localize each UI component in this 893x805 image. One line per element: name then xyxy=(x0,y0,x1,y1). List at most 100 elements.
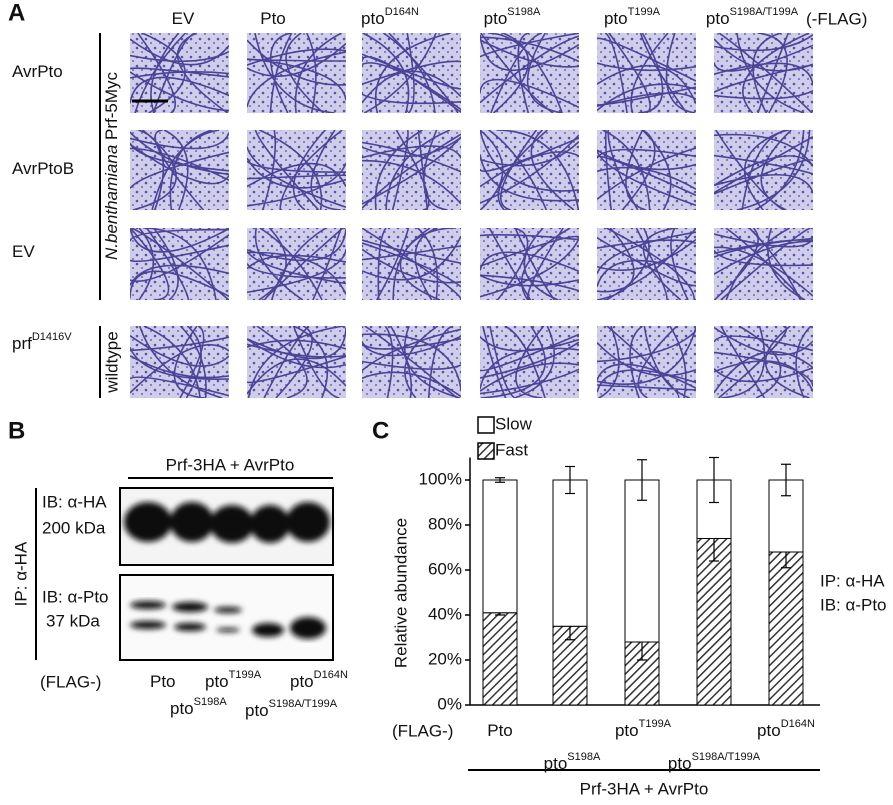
bar-segment xyxy=(696,538,732,706)
leaf-veins xyxy=(714,33,813,113)
lane-label-base: Pto xyxy=(150,672,176,691)
lane-label-base: pto xyxy=(290,672,314,691)
blot-bottom xyxy=(119,574,334,661)
x-tick-label-sup: D164N xyxy=(781,718,815,730)
leaf-image xyxy=(714,326,813,398)
footer: Prf-3HA + AvrPto xyxy=(580,779,709,798)
lane-label-sup: D164N xyxy=(314,669,348,681)
bar-segment xyxy=(482,479,518,614)
leaf-image xyxy=(362,228,461,300)
leaf-background xyxy=(480,130,579,210)
leaf-image xyxy=(597,228,696,300)
lane-label-sup: S198A xyxy=(194,696,228,708)
column-label: ptoS198A/T199A xyxy=(706,6,799,29)
x-tick-label: ptoS198A/T199A xyxy=(668,751,761,774)
column-label-sup: S198A/T199A xyxy=(730,6,799,18)
leaf-veins xyxy=(597,326,696,398)
leaf-veins xyxy=(362,326,461,398)
lane-label-base: pto xyxy=(170,699,194,718)
x-tick-label-base: pto xyxy=(544,754,568,773)
leaf-veins xyxy=(362,33,461,113)
leaf-image xyxy=(597,326,696,398)
panel-letter: A xyxy=(8,0,25,26)
leaf-image xyxy=(362,326,461,398)
error-bar xyxy=(495,477,505,483)
legend-swatch xyxy=(477,442,495,460)
row-label: prfD1416V xyxy=(12,331,72,354)
leaf-image xyxy=(247,326,346,398)
leaf-image xyxy=(130,326,229,398)
y-tick-label: 80% xyxy=(428,514,462,533)
column-label: ptoT199A xyxy=(604,6,661,29)
annotation: IB: α-Pto xyxy=(820,595,887,614)
error-bar xyxy=(709,456,719,504)
lane-label: ptoT199A xyxy=(205,669,262,692)
error-bar xyxy=(565,465,575,495)
leaf-veins xyxy=(247,228,346,300)
lane-label-base: pto xyxy=(245,701,269,720)
leaf-veins xyxy=(247,130,346,210)
column-label-base: pto xyxy=(604,9,628,28)
leaf-image xyxy=(247,228,346,300)
x-tick-label-sup: T199A xyxy=(639,718,672,730)
leaf-image xyxy=(714,130,813,210)
bar-segment xyxy=(624,479,660,643)
x-tick-label-base: Pto xyxy=(487,721,513,740)
leaf-veins xyxy=(480,326,579,398)
column-label-base: Pto xyxy=(260,9,286,28)
row-label-base: prf xyxy=(12,334,32,353)
row-label: AvrPto xyxy=(12,62,63,81)
column-label-sup: S198A xyxy=(507,6,541,18)
x-tick-label-base: pto xyxy=(757,721,781,740)
y-tick-label: 60% xyxy=(428,559,462,578)
x-tick-label: ptoS198A xyxy=(544,751,601,774)
leaf-image xyxy=(130,130,229,210)
y-tick-label: 20% xyxy=(428,649,462,668)
lane-prefix: (FLAG-) xyxy=(40,672,101,691)
species: N.benthamiana xyxy=(102,145,121,260)
column-label-base: pto xyxy=(361,9,385,28)
bar-segment xyxy=(768,551,804,706)
bar-segment xyxy=(552,625,588,706)
category-prefix: (FLAG-) xyxy=(392,721,453,740)
blot-antibody: IB: α-HA xyxy=(42,492,107,511)
leaf-background xyxy=(362,228,461,300)
y-tick-label: 40% xyxy=(428,604,462,623)
background-label: N.benthamiana Prf-5Myc xyxy=(102,71,121,260)
blot-size: 37 kDa xyxy=(46,611,100,630)
leaf-veins xyxy=(247,33,346,113)
leaf-veins xyxy=(130,228,229,300)
lane-label: ptoD164N xyxy=(290,669,348,692)
leaf-veins xyxy=(714,130,813,210)
blot-top xyxy=(119,487,334,566)
leaf-background xyxy=(362,130,461,210)
row-label: EV xyxy=(12,242,35,261)
leaf-veins xyxy=(130,33,229,113)
x-tick-label: Pto xyxy=(487,721,513,740)
lane-label-base: pto xyxy=(205,672,229,691)
column-label: ptoD164N xyxy=(361,6,419,29)
bar-segment xyxy=(482,612,518,706)
leaf-image xyxy=(480,228,579,300)
column-label: Pto xyxy=(260,9,286,28)
x-tick-label: ptoD164N xyxy=(757,718,815,741)
leaf-veins xyxy=(362,228,461,300)
leaf-veins xyxy=(362,130,461,210)
column-label: EV xyxy=(172,9,195,28)
x-tick-label-base: pto xyxy=(615,721,639,740)
leaf-veins xyxy=(597,228,696,300)
blot-size: 200 kDa xyxy=(42,518,106,537)
lane-label: Pto xyxy=(150,672,176,691)
ip-label: IP: α-HA xyxy=(11,541,30,606)
y-tick-label: 100% xyxy=(419,469,462,488)
x-tick-label-sup: S198A/T199A xyxy=(692,751,761,763)
leaf-image xyxy=(714,228,813,300)
error-bar xyxy=(781,463,791,497)
row-label-sup: D1416V xyxy=(32,331,72,343)
wildtype-label: wildtype xyxy=(102,331,121,393)
column-label-base: pto xyxy=(706,9,730,28)
leaf-background xyxy=(714,33,813,113)
leaf-image xyxy=(480,326,579,398)
row-label: AvrPtoB xyxy=(12,159,74,178)
